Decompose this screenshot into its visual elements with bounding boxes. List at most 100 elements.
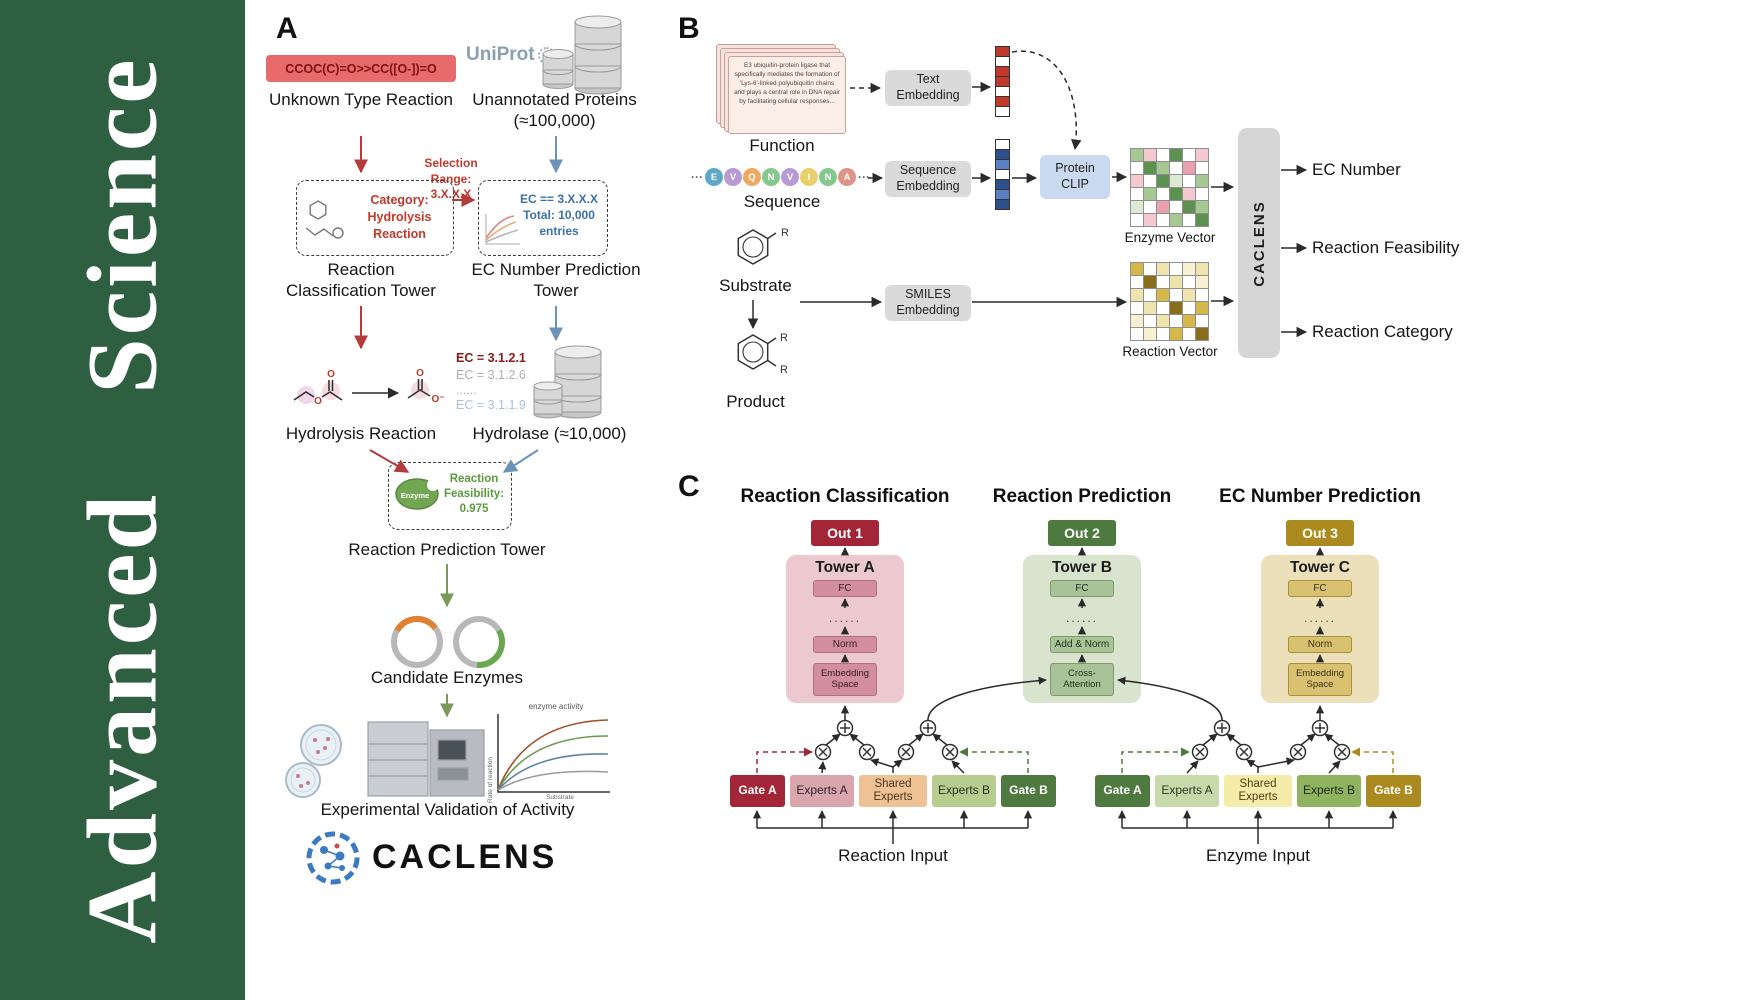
matrix-cell [1170, 315, 1183, 328]
output-reaction-feasibility: Reaction Feasibility [1312, 238, 1460, 257]
matrix-cell [1157, 276, 1170, 289]
matrix-cell [1131, 289, 1144, 302]
tower-c: Tower C FC ...... Norm Embedding Space [1261, 555, 1379, 703]
sequence-ellipsis: ··· [858, 170, 870, 184]
matrix-cell [1183, 315, 1196, 328]
matrix-cell [1157, 289, 1170, 302]
matrix-cell [1170, 289, 1183, 302]
shared-experts-reaction: Shared Experts [859, 775, 927, 807]
candidate-enzymes-label: Candidate Enzymes [370, 668, 524, 687]
matrix-cell [1170, 276, 1183, 289]
matrix-cell [1157, 214, 1170, 227]
product-label: Product [726, 392, 785, 411]
matrix-cell [1183, 201, 1196, 214]
residue-circle: A [838, 168, 856, 186]
matrix-cell [1170, 149, 1183, 162]
matrix-cell [1131, 162, 1144, 175]
matrix-cell [1144, 188, 1157, 201]
matrix-cell [1183, 263, 1196, 276]
matrix-cell [1157, 162, 1170, 175]
out3-box: Out 3 [1286, 520, 1354, 546]
residue-circle: N [819, 168, 837, 186]
journal-name: Advanced Science [66, 56, 178, 944]
reaction-vector-label: Reaction Vector [1122, 344, 1218, 359]
matrix-cell [1196, 214, 1209, 227]
hydrolysis-reaction-label: Hydrolysis Reaction [285, 424, 437, 443]
matrix-cell [1144, 276, 1157, 289]
matrix-cell [1157, 302, 1170, 315]
substrate-label: Substrate [719, 276, 792, 295]
tower-b-dots: ...... [1065, 611, 1098, 625]
combine-operators [814, 719, 1351, 761]
gate-a-enzyme: Gate A [1095, 775, 1150, 807]
r-group-label: R [780, 364, 788, 376]
atom-o: O [416, 368, 424, 379]
sequence-tokens: ··· E V Q N V I N A ··· [690, 168, 871, 186]
substrate-molecule: R [737, 227, 789, 265]
panel-a-label: A [276, 12, 298, 45]
gate-b-enzyme: Gate B [1366, 775, 1421, 807]
matrix-cell [1131, 188, 1144, 201]
matrix-cell [1144, 201, 1157, 214]
matrix-cell [1131, 302, 1144, 315]
petri-dish-icons [285, 724, 342, 798]
sequence-embedding-box: Sequence Embedding [885, 161, 971, 197]
matrix-cell [1144, 162, 1157, 175]
reaction-feasibility-box [388, 462, 512, 530]
matrix-cell [1144, 149, 1157, 162]
matrix-cell [1196, 328, 1209, 341]
ec-item: EC = 3.1.2.6 [456, 368, 526, 382]
matrix-cell [1144, 175, 1157, 188]
header-reaction-classification: Reaction Classification [740, 486, 950, 507]
tower-a-embedding-space: Embedding Space [813, 663, 877, 696]
output-reaction-category: Reaction Category [1312, 322, 1453, 341]
r-group-label: R [780, 332, 788, 344]
hplc-instrument-icon [367, 721, 485, 797]
matrix-cell [1196, 289, 1209, 302]
enzyme-vector-grid [1130, 148, 1209, 227]
matrix-cell [1196, 263, 1209, 276]
tower-c-embedding-space: Embedding Space [1288, 663, 1352, 696]
output-ec-number: EC Number [1312, 160, 1401, 179]
r-group-label: R [781, 227, 789, 239]
matrix-cell [1183, 328, 1196, 341]
function-card: E3 ubiquitin-protein ligase that specifi… [728, 56, 846, 134]
caclens-module-box: CACLENS [1238, 128, 1280, 358]
tower-c-norm: Norm [1288, 636, 1352, 653]
gate-arrows [756, 747, 1394, 773]
matrix-cell [1170, 263, 1183, 276]
gate-a-reaction: Gate A [730, 775, 785, 807]
tower-b-cross-attention: Cross-Attention [1050, 663, 1114, 696]
shared-experts-enzyme: Shared Experts [1224, 775, 1292, 807]
experts-b-reaction: Experts B [932, 775, 996, 807]
hydrolase-label: Hydrolase (≈10,000) [472, 424, 627, 443]
matrix-cell [1170, 175, 1183, 188]
matrix-cell [1170, 328, 1183, 341]
matrix-cell [1196, 149, 1209, 162]
matrix-cell [1131, 315, 1144, 328]
uniprot-wordmark: UniProt [466, 44, 535, 65]
matrix-cell [1144, 289, 1157, 302]
matrix-cell [1183, 188, 1196, 201]
matrix-cell [1196, 201, 1209, 214]
matrix-cell [1157, 188, 1170, 201]
atom-o: O [314, 396, 322, 407]
protein-clip-box: Protein CLIP [1040, 155, 1110, 199]
reaction-prediction-tower-label: Reaction Prediction Tower [348, 540, 546, 559]
tower-b-fc: FC [1050, 580, 1114, 597]
experts-a-reaction: Experts A [790, 775, 854, 807]
tower-b-add-norm: Add & Norm [1050, 636, 1114, 653]
matrix-cell [1196, 188, 1209, 201]
residue-circle: V [781, 168, 799, 186]
residue-circle: I [800, 168, 818, 186]
atom-o: O [327, 369, 335, 380]
header-ec-number-prediction: EC Number Prediction [1219, 486, 1421, 507]
panel-b-label: B [678, 12, 700, 45]
ec-candidates-list: EC = 3.1.2.1 EC = 3.1.2.6 ...... EC = 3.… [456, 350, 536, 414]
journal-sidebar: Advanced Science [0, 0, 245, 1000]
validation-label: Experimental Validation of Activity [320, 800, 575, 819]
caclens-wordmark: CACLENS [372, 838, 558, 876]
vector-cell [995, 106, 1010, 117]
matrix-cell [1131, 175, 1144, 188]
matrix-cell [1157, 201, 1170, 214]
